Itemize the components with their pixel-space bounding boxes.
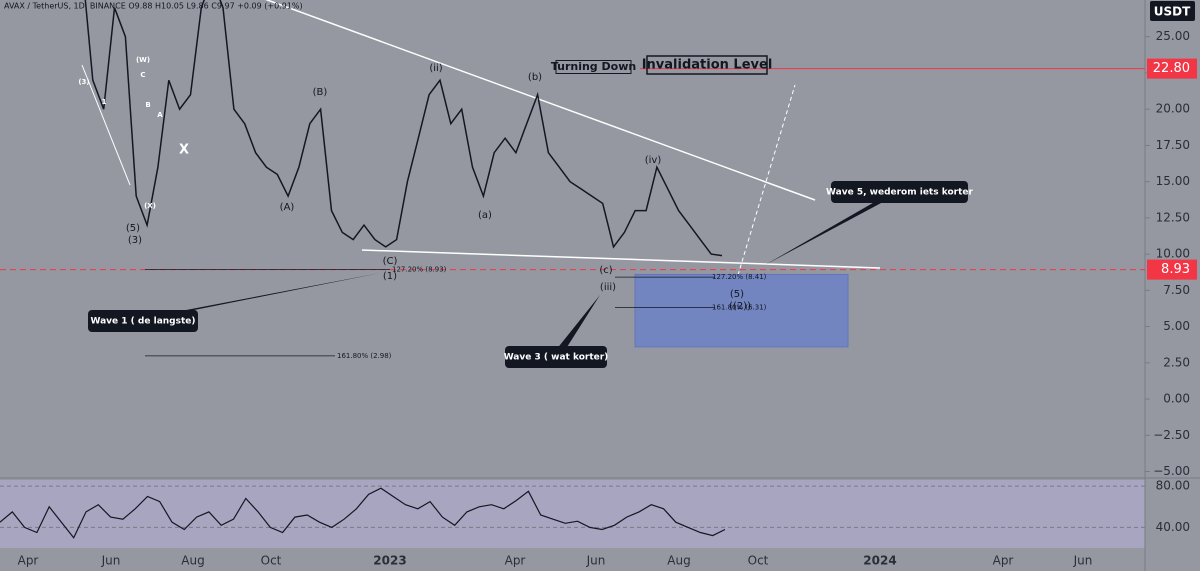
y-tick-label: 5.00 — [1163, 319, 1190, 333]
currency: USDT — [1154, 5, 1191, 19]
label-box — [646, 55, 768, 75]
x-tick-label: Jun — [101, 554, 121, 568]
wave-label: (1) — [383, 271, 397, 282]
callout-text: Wave 5, wederom iets korter — [826, 188, 973, 198]
wave-label: (iv) — [645, 155, 662, 166]
wave-label: A — [157, 111, 163, 119]
label-box-text: Turning Down — [551, 60, 636, 73]
x-tick-label: Jun — [1073, 554, 1093, 568]
wave-label: X — [179, 143, 189, 158]
x-tick-label: 2024 — [863, 554, 896, 568]
x-tick-label: Jun — [586, 554, 606, 568]
y-tick-label: 0.00 — [1163, 392, 1190, 406]
fib-label: 127.20% (8.41) — [712, 273, 767, 281]
wave-label: (A) — [280, 202, 295, 213]
x-tick-label: Aug — [181, 554, 204, 568]
x-tick-label: Oct — [748, 554, 769, 568]
x-tick-label: Oct — [261, 554, 282, 568]
x-tick-label: Apr — [993, 554, 1014, 568]
y-tick-label: 25.00 — [1156, 29, 1190, 43]
wave-label: (X) — [144, 202, 156, 210]
y-tick-label: 12.50 — [1156, 210, 1190, 224]
y-tick-label: 10.00 — [1156, 247, 1190, 261]
callout-text: Wave 3 ( wat korter) — [504, 353, 609, 363]
label-box-text: Invalidation Level — [642, 58, 773, 73]
wave-label: C — [140, 71, 145, 79]
price-level-label: 8.93 — [1161, 262, 1190, 277]
fib-label: 161.80% (2.98) — [337, 352, 392, 360]
rsi-line — [0, 487, 726, 539]
rsi-band — [0, 480, 1145, 548]
price-level-badge — [1147, 58, 1197, 79]
y-tick-label: −5.00 — [1153, 464, 1190, 478]
x-tick-label: Apr — [505, 554, 526, 568]
symbol-header: AVAX / TetherUS, 1D, BINANCE O9.88 H10.0… — [4, 2, 303, 11]
callout-pointer — [765, 190, 906, 265]
trendline — [361, 249, 881, 269]
trendline — [81, 64, 131, 186]
y-tick-label: 20.00 — [1156, 102, 1190, 116]
x-tick-label: 2023 — [373, 554, 406, 568]
wave-label: 1 — [102, 98, 107, 106]
wave-label: (c) — [599, 265, 612, 276]
wave-label: (C) — [383, 256, 398, 267]
y-tick-label: 2.50 — [1163, 355, 1190, 369]
label-box — [555, 60, 632, 74]
x-tick-label: Aug — [667, 554, 690, 568]
price-line — [84, 0, 723, 257]
wave-label: (ii) — [429, 63, 442, 74]
callout-pointer — [552, 295, 600, 355]
price-level-label: 22.80 — [1153, 61, 1190, 76]
projection — [737, 84, 796, 276]
y-tick-label: 17.50 — [1156, 138, 1190, 152]
wave-label: (iii) — [600, 282, 616, 293]
fib-label: 127.20% (8.93) — [392, 266, 447, 274]
trendline — [265, 0, 816, 201]
currency-badge — [1150, 1, 1195, 21]
wave-label: B — [145, 101, 150, 109]
callout — [505, 346, 607, 368]
rsi-tick-label: 40.00 — [1156, 520, 1190, 534]
callout-text: Wave 1 ( de langste) — [91, 317, 196, 327]
y-tick-label: 15.00 — [1156, 174, 1190, 188]
wave-label: (5) — [730, 289, 744, 300]
rsi-tick-label: 80.00 — [1156, 479, 1190, 493]
price-level-badge — [1147, 259, 1197, 280]
wave-label: (B) — [313, 87, 328, 98]
wave-label: (a) — [478, 210, 492, 221]
callout — [88, 310, 198, 332]
wave-label: (5) — [126, 223, 140, 234]
target-zone — [634, 273, 849, 348]
wave-label: ((2)) — [729, 301, 751, 312]
wave-label: (3) — [78, 78, 89, 86]
callout-pointer — [139, 272, 385, 319]
x-tick-label: Apr — [18, 554, 39, 568]
fib-label: 161.80% (6.31) — [712, 304, 767, 312]
y-tick-label: −2.50 — [1153, 428, 1190, 442]
y-tick-label: 7.50 — [1163, 283, 1190, 297]
callout — [831, 181, 968, 203]
wave-label: (W) — [136, 56, 150, 64]
wave-label: (3) — [128, 235, 142, 246]
wave-label: (b) — [528, 72, 542, 83]
